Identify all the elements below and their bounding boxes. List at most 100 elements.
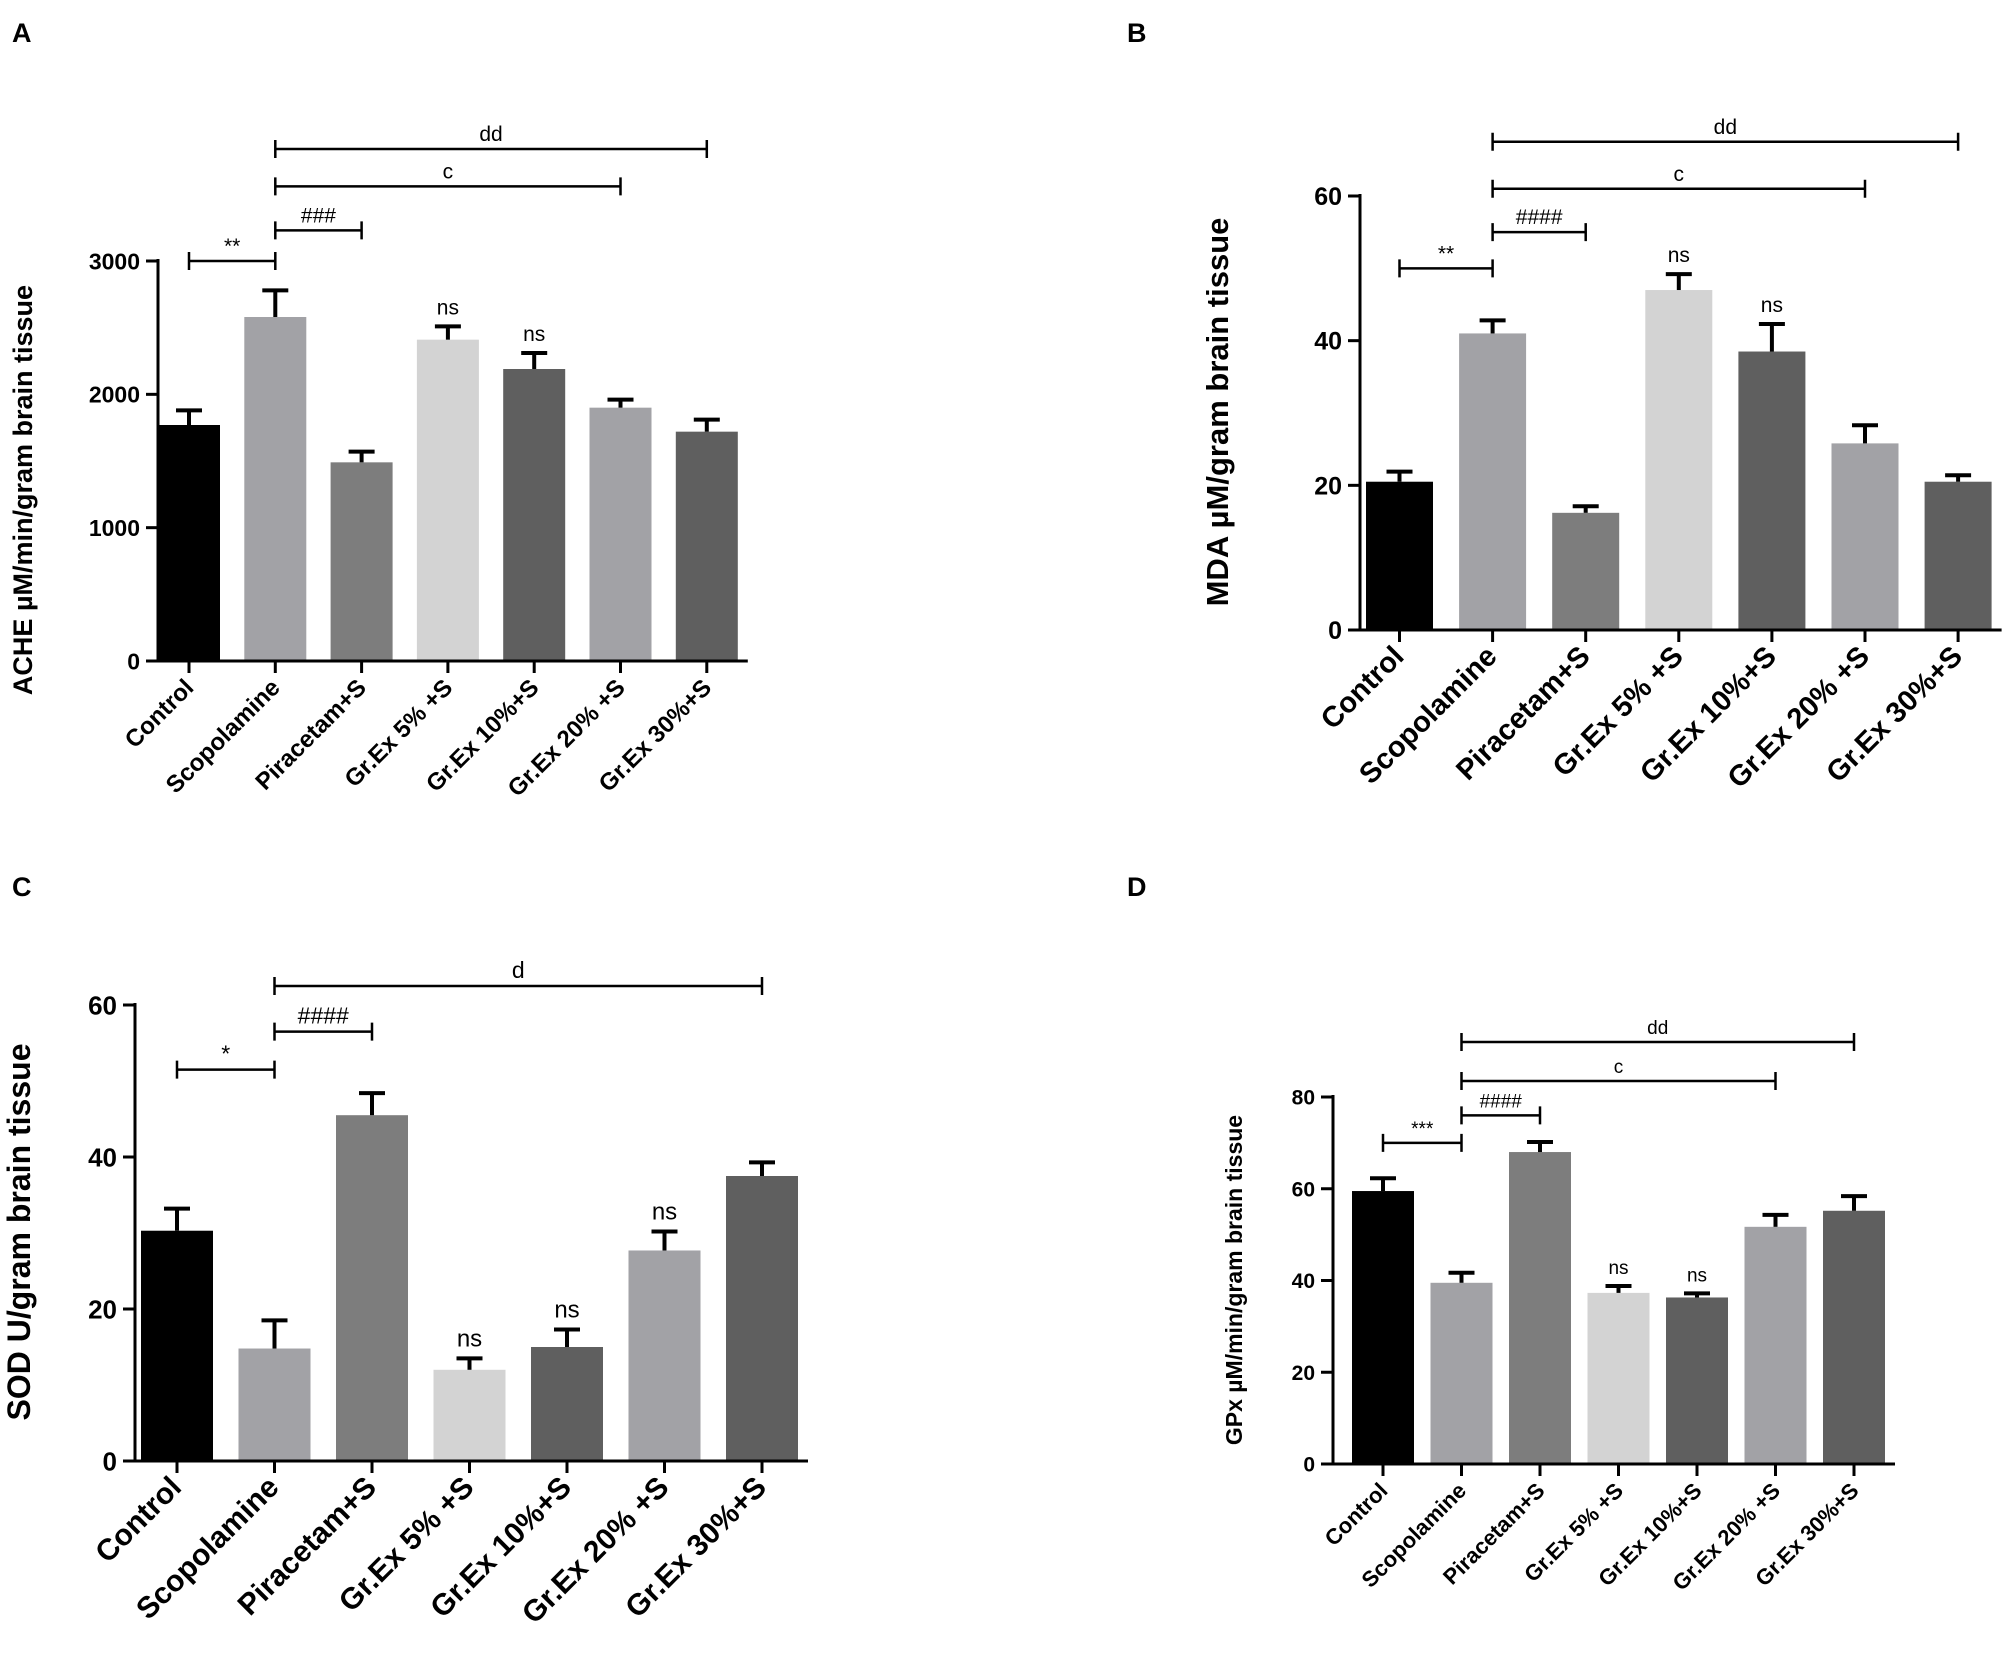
bar (416, 339, 479, 661)
y-axis-label: ACHE µM/min/gram brain tissue (8, 285, 38, 695)
significance-label: ### (301, 204, 336, 227)
bar (158, 425, 220, 661)
chart-panel-d: D GPx µM/min/gram brain tissue ns ns 0 20 40 60… (1127, 872, 1895, 1595)
significance-label: *** (1411, 1119, 1434, 1140)
chart-panel-c: C SOD U/gram brain tissue ns ns ns 0 20 40 60 Con… (1, 872, 808, 1630)
significance-bracket (1460, 1071, 1777, 1090)
significance-label: #### (1516, 206, 1563, 229)
significance-label: c (443, 160, 454, 183)
bar (1587, 1292, 1650, 1464)
x-tick-label: Control (1320, 1478, 1393, 1551)
y-tick-label: 40 (88, 1142, 117, 1172)
significance-label: c (1614, 1057, 1624, 1078)
significance-bracket (175, 1060, 276, 1079)
x-tick-label: Control (1315, 640, 1411, 736)
ns-label: ns (652, 1198, 677, 1225)
ns-label: ns (457, 1325, 482, 1352)
y-tick-label: 40 (1292, 1270, 1315, 1293)
bar (1666, 1297, 1728, 1464)
chart-panel-a: A ACHE µM/min/gram brain tissue ns ns 0 1000 2… (8, 18, 748, 802)
y-axis-label: MDA µM/gram brain tissue (1200, 218, 1235, 607)
x-tick-label: Control (89, 1471, 188, 1570)
ns-label: ns (1608, 1258, 1628, 1279)
significance-bracket (1460, 1032, 1856, 1051)
bar (141, 1230, 213, 1461)
bar (726, 1176, 798, 1461)
y-tick-label: 20 (88, 1294, 117, 1324)
bar (1366, 481, 1433, 630)
significance-label: c (1674, 163, 1685, 186)
y-tick-label: 2000 (89, 382, 140, 408)
significance-bracket (1491, 223, 1587, 242)
significance-bracket (187, 252, 277, 270)
bar (238, 1348, 311, 1461)
panel-letter: A (12, 18, 32, 48)
bar (1352, 1191, 1414, 1464)
y-tick-label: 60 (1314, 183, 1342, 211)
bar (589, 407, 652, 661)
y-tick-label: 1000 (89, 515, 140, 541)
ns-label: ns (523, 323, 545, 346)
significance-label: dd (1647, 1018, 1668, 1039)
bar (1738, 351, 1806, 630)
chart-panel-b: B MDA µM/gram brain tissue ns ns 0 20 40 60 Cont… (1127, 18, 2002, 795)
bar (330, 462, 393, 661)
bar (244, 317, 307, 661)
significance-bracket (1381, 1133, 1463, 1152)
ns-label: ns (1668, 244, 1690, 267)
y-tick-label: 0 (1303, 1454, 1315, 1477)
y-tick-label: 0 (127, 648, 140, 674)
significance-label: d (512, 957, 525, 983)
bar (1744, 1226, 1807, 1464)
y-tick-label: 20 (1292, 1362, 1315, 1385)
significance-bracket (273, 1022, 374, 1041)
significance-label: dd (479, 123, 502, 146)
panel-letter: D (1127, 872, 1147, 902)
significance-bracket (1491, 179, 1867, 198)
significance-bracket (273, 977, 764, 995)
bar (1430, 1282, 1493, 1464)
bar (1831, 443, 1899, 630)
bar (336, 1115, 408, 1461)
y-tick-label: 60 (88, 990, 117, 1020)
bar (531, 1347, 603, 1461)
significance-bracket (274, 177, 622, 196)
significance-label: ** (224, 235, 240, 258)
bar (503, 369, 566, 661)
significance-bracket (1491, 132, 1960, 151)
bar (1552, 512, 1620, 630)
significance-label: * (221, 1041, 230, 1067)
panel-letter: B (1127, 18, 1147, 48)
y-tick-label: 40 (1314, 328, 1342, 356)
y-tick-label: 60 (1292, 1178, 1315, 1201)
y-tick-label: 80 (1292, 1087, 1315, 1110)
ns-label: ns (1687, 1265, 1707, 1286)
y-tick-label: 0 (1328, 617, 1342, 645)
significance-bracket (274, 221, 363, 240)
ns-label: ns (554, 1297, 579, 1324)
bar (1459, 333, 1527, 630)
y-tick-label: 3000 (89, 248, 140, 274)
y-axis-label: GPx µM/min/gram brain tissue (1221, 1115, 1247, 1445)
y-tick-label: 20 (1314, 472, 1342, 500)
bar (1924, 481, 1992, 630)
significance-label: ** (1438, 242, 1454, 265)
significance-bracket (1460, 1106, 1542, 1125)
significance-bracket (1398, 259, 1494, 278)
bar (1509, 1152, 1571, 1464)
significance-label: #### (1480, 1091, 1523, 1112)
bar (628, 1250, 701, 1461)
y-axis-label: SOD U/gram brain tissue (1, 1044, 37, 1421)
significance-bracket (274, 140, 709, 158)
bar (1823, 1210, 1885, 1464)
x-tick-label: Control (120, 674, 199, 753)
significance-label: dd (1714, 116, 1737, 139)
ns-label: ns (1761, 294, 1783, 317)
bar (675, 431, 738, 661)
ns-label: ns (437, 296, 459, 319)
significance-label: #### (298, 1003, 349, 1029)
bar (433, 1369, 506, 1461)
y-tick-label: 0 (103, 1446, 117, 1476)
panel-letter: C (12, 872, 32, 902)
